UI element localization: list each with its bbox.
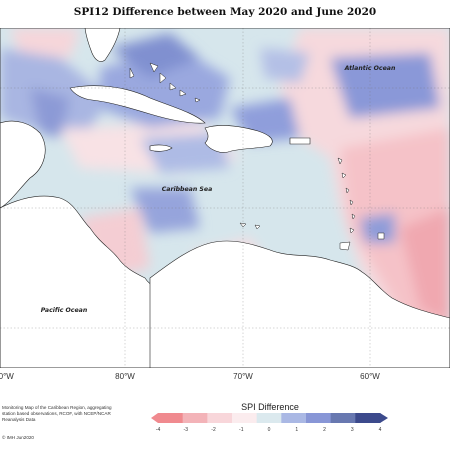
lon-label-90w: 90°W: [0, 372, 14, 381]
legend-swatch: [330, 413, 356, 423]
legend-swatch: [256, 413, 282, 423]
map-footnote: Monitoring Map of the Caribbean Region, …: [2, 405, 112, 422]
copyright-note: © IMH Jun2020: [2, 435, 34, 440]
spi-difference-map: Atlantic Ocean Caribbean Sea Pacific Oce…: [0, 28, 450, 368]
graticule: [0, 28, 450, 368]
pacific-ocean-label: Pacific Ocean: [41, 307, 88, 314]
puerto-rico-land: [289, 137, 311, 145]
legend-swatch: [281, 413, 307, 423]
legend-swatch: [207, 413, 233, 423]
legend-swatch: [232, 413, 258, 423]
legend-swatch: [355, 413, 381, 423]
legend-tick-label: 4: [378, 427, 382, 433]
atlantic-ocean-label: Atlantic Ocean: [344, 64, 396, 72]
legend-tick-label: -4: [155, 427, 161, 433]
legend-arrow-left: [151, 413, 158, 423]
legend-tick-label: -3: [183, 427, 188, 433]
map-title: SPI12 Difference between May 2020 and Ju…: [73, 6, 377, 18]
florida-land: [84, 28, 121, 62]
legend-tick-label: 2: [323, 427, 326, 433]
legend-tick-label: 0: [267, 427, 271, 433]
lon-label-70w: 70°W: [233, 372, 253, 381]
legend-swatch: [182, 413, 208, 423]
south-america-land: [149, 240, 450, 368]
central-america-land: [0, 120, 46, 209]
jamaica-land: [149, 144, 173, 152]
color-legend: [151, 413, 388, 423]
legend-tick-label: 1: [295, 427, 299, 433]
lon-label-60w: 60°W: [360, 372, 380, 381]
legend-tick-label: -1: [239, 427, 244, 433]
hispaniola-land: [204, 125, 273, 153]
legend-swatch: [158, 413, 184, 423]
legend-title: SPI Difference: [241, 402, 299, 412]
lon-label-80w: 80°W: [115, 372, 135, 381]
legend-arrow-right: [380, 413, 388, 423]
legend-tick-label: -2: [211, 427, 216, 433]
cuba-land: [69, 85, 206, 124]
legend-tick-label: 3: [350, 427, 354, 433]
legend-swatch: [306, 413, 332, 423]
caribbean-sea-label: Caribbean Sea: [162, 186, 213, 193]
